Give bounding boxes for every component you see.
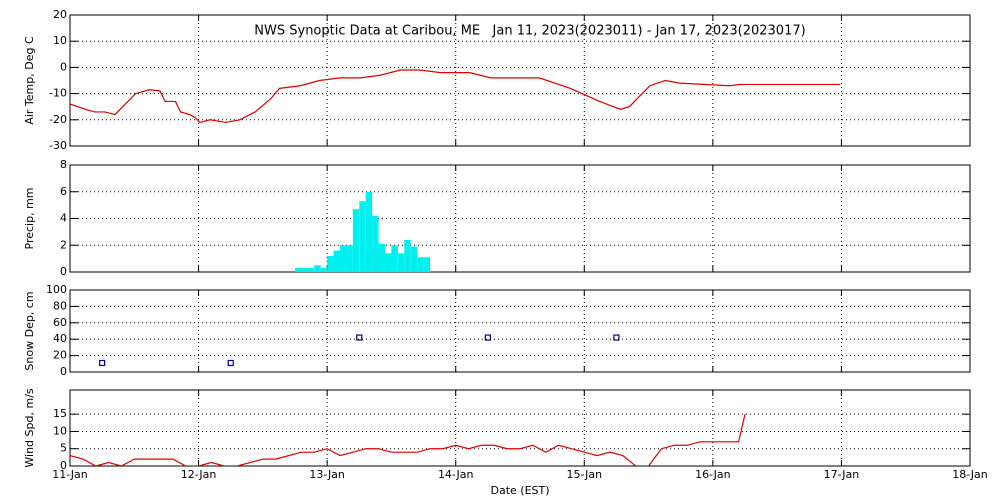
bar <box>391 245 398 272</box>
y-axis-label: Snow Dep, cm <box>23 291 36 370</box>
plot-frame <box>69 14 971 147</box>
bar <box>327 255 334 272</box>
y-tick-label: 15 <box>53 407 67 420</box>
x-tick-label: 13-Jan <box>309 468 345 481</box>
point <box>356 334 363 341</box>
bar <box>295 267 302 272</box>
x-tick-label: 11-Jan <box>52 468 88 481</box>
plot-frame <box>69 289 971 373</box>
y-tick-label: 100 <box>46 283 67 296</box>
y-tick-label: 0 <box>60 265 67 278</box>
x-axis-label: Date (EST) <box>490 484 549 497</box>
plot-frame <box>69 389 971 467</box>
y-tick-label: 5 <box>60 442 67 455</box>
y-tick-label: 20 <box>53 8 67 21</box>
point <box>484 334 491 341</box>
bar <box>359 201 366 272</box>
y-tick-label: 2 <box>60 238 67 251</box>
bar <box>333 250 340 272</box>
y-tick-label: 8 <box>60 158 67 171</box>
bar <box>320 267 328 272</box>
bar <box>365 191 373 272</box>
y-axis-label: Precip, mm <box>23 188 36 250</box>
point <box>99 359 106 367</box>
bar <box>423 257 430 272</box>
x-tick-label: 16-Jan <box>695 468 731 481</box>
bar <box>417 257 424 272</box>
bar <box>385 253 392 272</box>
y-tick-label: 0 <box>60 459 67 472</box>
bar <box>404 239 411 272</box>
bar <box>372 215 379 272</box>
data-line <box>70 69 841 124</box>
y-tick-label: 40 <box>53 332 67 345</box>
x-tick-label: 14-Jan <box>438 468 474 481</box>
y-tick-label: 0 <box>60 60 67 73</box>
y-axis-label: Wind Spd, m/s <box>23 388 36 468</box>
y-tick-label: 4 <box>60 212 67 225</box>
bar <box>340 245 347 272</box>
y-tick-label: 20 <box>53 349 67 362</box>
y-tick-label: 10 <box>53 424 67 437</box>
x-tick-label: 18-Jan <box>952 468 988 481</box>
point <box>227 359 234 367</box>
x-tick-label: 15-Jan <box>567 468 603 481</box>
bar <box>397 253 405 272</box>
bar <box>378 243 385 272</box>
chart-title: NWS Synoptic Data at Caribou, ME Jan 11,… <box>254 24 805 39</box>
y-tick-label: -20 <box>49 113 67 126</box>
bar <box>314 265 321 272</box>
x-tick-label: 12-Jan <box>181 468 217 481</box>
y-tick-label: 0 <box>60 365 67 378</box>
y-tick-label: -30 <box>49 139 67 152</box>
bar <box>301 267 308 272</box>
bar <box>352 209 360 272</box>
y-tick-label: -10 <box>49 87 67 100</box>
point <box>613 334 620 341</box>
y-tick-label: 60 <box>53 316 67 329</box>
data-line <box>70 414 746 466</box>
bar <box>307 267 315 272</box>
bar <box>410 246 418 272</box>
bar <box>346 245 353 272</box>
y-tick-label: 10 <box>53 34 67 47</box>
y-tick-label: 6 <box>60 185 67 198</box>
y-tick-label: 80 <box>53 299 67 312</box>
y-axis-label: Air Temp, Deg C <box>23 36 36 125</box>
x-tick-label: 17-Jan <box>824 468 860 481</box>
